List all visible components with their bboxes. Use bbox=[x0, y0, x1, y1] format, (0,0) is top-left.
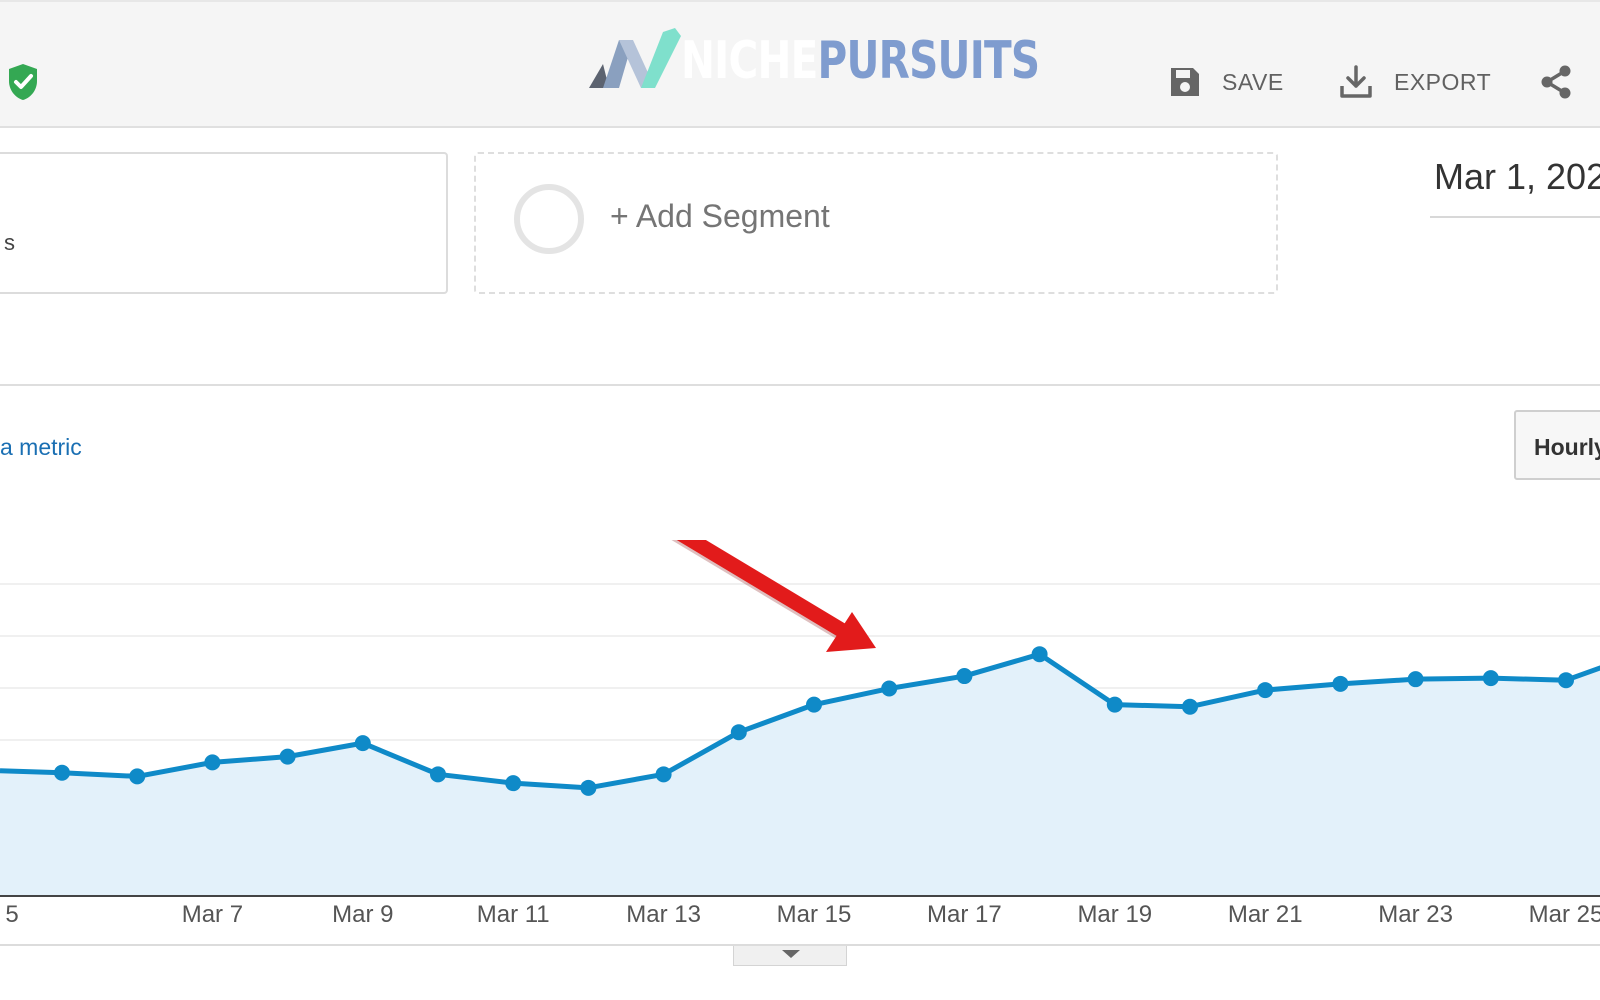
save-icon bbox=[1171, 68, 1199, 96]
logo-mark-icon bbox=[589, 28, 681, 88]
data-point[interactable] bbox=[1182, 698, 1198, 715]
data-point[interactable] bbox=[1332, 675, 1349, 692]
x-tick-label: 5 bbox=[5, 901, 18, 928]
collapse-chart-toggle[interactable] bbox=[733, 946, 847, 966]
empty-segment-circle-icon bbox=[514, 184, 584, 254]
select-metric-link[interactable]: a metric bbox=[0, 434, 82, 460]
x-tick-label: Mar 15 bbox=[777, 901, 852, 928]
section-divider bbox=[0, 384, 1600, 386]
data-point[interactable] bbox=[580, 779, 597, 796]
x-tick-label: Mar 19 bbox=[1077, 901, 1152, 928]
data-point[interactable] bbox=[1031, 646, 1048, 663]
date-range-picker[interactable]: Mar 1, 202 bbox=[1430, 156, 1600, 218]
data-point[interactable] bbox=[806, 696, 822, 713]
logo-wordmark: NICHEPURSUITS bbox=[681, 31, 1041, 91]
logo-text-niche: NICHE bbox=[681, 31, 818, 91]
export-label: EXPORT bbox=[1394, 68, 1492, 95]
data-point[interactable] bbox=[54, 764, 70, 781]
series-points bbox=[54, 646, 1574, 796]
series-line bbox=[0, 651, 1600, 791]
data-point[interactable] bbox=[956, 668, 973, 685]
x-tick-label: Mar 7 bbox=[182, 901, 243, 928]
data-point[interactable] bbox=[655, 766, 672, 783]
arrow-head bbox=[826, 612, 876, 652]
x-tick-label: Mar 23 bbox=[1378, 901, 1453, 928]
area-fill bbox=[0, 654, 1600, 896]
data-point[interactable] bbox=[505, 775, 522, 792]
x-tick-label: Mar 13 bbox=[626, 901, 701, 928]
add-segment-button[interactable]: + Add Segment bbox=[474, 152, 1278, 294]
download-icon bbox=[1340, 65, 1372, 98]
data-point[interactable] bbox=[881, 680, 898, 697]
arrow-shaft bbox=[676, 540, 856, 642]
x-tick-label: Mar 17 bbox=[927, 901, 1002, 928]
data-point[interactable] bbox=[129, 768, 146, 785]
data-point[interactable] bbox=[730, 724, 747, 741]
segment-label: s bbox=[4, 230, 15, 255]
granularity-hourly-button[interactable]: Hourly bbox=[1514, 410, 1600, 480]
sessions-area-chart: 5 Mar 7 Mar 9 Mar 11 Mar 13 Mar 15 Mar 17 Mar 1… bbox=[0, 540, 1600, 946]
add-segment-label: + Add Segment bbox=[610, 198, 830, 234]
data-point[interactable] bbox=[279, 748, 296, 765]
data-point[interactable] bbox=[430, 766, 446, 783]
x-axis-ticks: 5 Mar 7 Mar 9 Mar 11 Mar 13 Mar 15 Mar 17 Mar 1… bbox=[5, 901, 1600, 928]
share-icon bbox=[1541, 65, 1571, 99]
data-point[interactable] bbox=[1482, 670, 1499, 687]
data-point[interactable] bbox=[1407, 671, 1424, 688]
x-tick-label: Mar 25 bbox=[1529, 901, 1600, 928]
x-tick-label: Mar 21 bbox=[1228, 901, 1303, 928]
annotation-arrow bbox=[671, 540, 876, 652]
top-toolbar: NICHEPURSUITS SAVE EXPORT bbox=[0, 0, 1600, 128]
current-segment-card[interactable]: s bbox=[0, 152, 448, 294]
data-point[interactable] bbox=[1106, 696, 1123, 713]
save-button[interactable]: SAVE bbox=[1168, 62, 1284, 102]
date-range-label: Mar 1, 202 bbox=[1434, 156, 1600, 197]
x-tick-label: Mar 9 bbox=[332, 901, 393, 928]
save-label: SAVE bbox=[1222, 68, 1284, 95]
chevron-down-icon bbox=[782, 950, 800, 958]
data-point[interactable] bbox=[1558, 672, 1574, 689]
share-button[interactable] bbox=[1538, 62, 1594, 102]
data-point[interactable] bbox=[354, 735, 371, 752]
x-tick-label: Mar 11 bbox=[477, 901, 550, 928]
data-point[interactable] bbox=[1257, 682, 1274, 699]
data-point[interactable] bbox=[204, 754, 221, 771]
niche-pursuits-logo: NICHEPURSUITS bbox=[585, 26, 1140, 96]
export-button[interactable]: EXPORT bbox=[1338, 62, 1491, 102]
logo-text-pursuits: PURSUITS bbox=[817, 31, 1041, 91]
shield-check-icon bbox=[9, 64, 37, 100]
